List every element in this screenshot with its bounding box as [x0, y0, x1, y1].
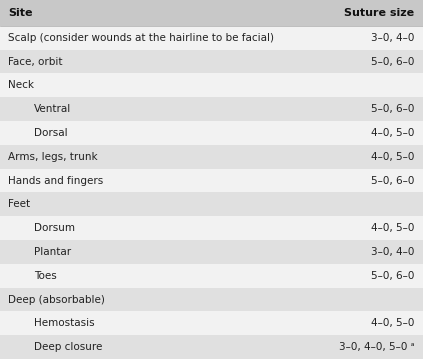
- Text: Hemostasis: Hemostasis: [34, 318, 94, 328]
- Text: 4–0, 5–0: 4–0, 5–0: [371, 152, 415, 162]
- Text: Scalp (consider wounds at the hairline to be facial): Scalp (consider wounds at the hairline t…: [8, 33, 275, 43]
- Text: Ventral: Ventral: [34, 104, 71, 114]
- Text: 5–0, 6–0: 5–0, 6–0: [371, 104, 415, 114]
- Text: 3–0, 4–0: 3–0, 4–0: [371, 247, 415, 257]
- Bar: [0, 74, 423, 97]
- Bar: [0, 26, 423, 50]
- Text: Dorsal: Dorsal: [34, 128, 67, 138]
- Text: Neck: Neck: [8, 80, 34, 90]
- Bar: [0, 121, 423, 145]
- Text: 4–0, 5–0: 4–0, 5–0: [371, 128, 415, 138]
- Text: 3–0, 4–0: 3–0, 4–0: [371, 33, 415, 43]
- Bar: [0, 311, 423, 335]
- Text: Face, orbit: Face, orbit: [8, 57, 63, 66]
- Text: 3–0, 4–0, 5–0 ᵃ: 3–0, 4–0, 5–0 ᵃ: [339, 342, 415, 352]
- Bar: [0, 288, 423, 311]
- Text: 5–0, 6–0: 5–0, 6–0: [371, 176, 415, 186]
- Text: Arms, legs, trunk: Arms, legs, trunk: [8, 152, 98, 162]
- Text: 5–0, 6–0: 5–0, 6–0: [371, 57, 415, 66]
- Text: Deep closure: Deep closure: [34, 342, 102, 352]
- Text: Toes: Toes: [34, 271, 57, 281]
- Text: 4–0, 5–0: 4–0, 5–0: [371, 318, 415, 328]
- Text: 5–0, 6–0: 5–0, 6–0: [371, 271, 415, 281]
- Text: Deep (absorbable): Deep (absorbable): [8, 294, 105, 304]
- Bar: [0, 0, 423, 26]
- Bar: [0, 145, 423, 169]
- Bar: [0, 97, 423, 121]
- Bar: [0, 50, 423, 74]
- Text: Site: Site: [8, 8, 33, 18]
- Bar: [0, 264, 423, 288]
- Text: Plantar: Plantar: [34, 247, 71, 257]
- Bar: [0, 240, 423, 264]
- Text: Suture size: Suture size: [344, 8, 415, 18]
- Bar: [0, 335, 423, 359]
- Bar: [0, 169, 423, 192]
- Bar: [0, 192, 423, 216]
- Text: Hands and fingers: Hands and fingers: [8, 176, 104, 186]
- Text: 4–0, 5–0: 4–0, 5–0: [371, 223, 415, 233]
- Text: Dorsum: Dorsum: [34, 223, 75, 233]
- Text: Feet: Feet: [8, 199, 30, 209]
- Bar: [0, 216, 423, 240]
